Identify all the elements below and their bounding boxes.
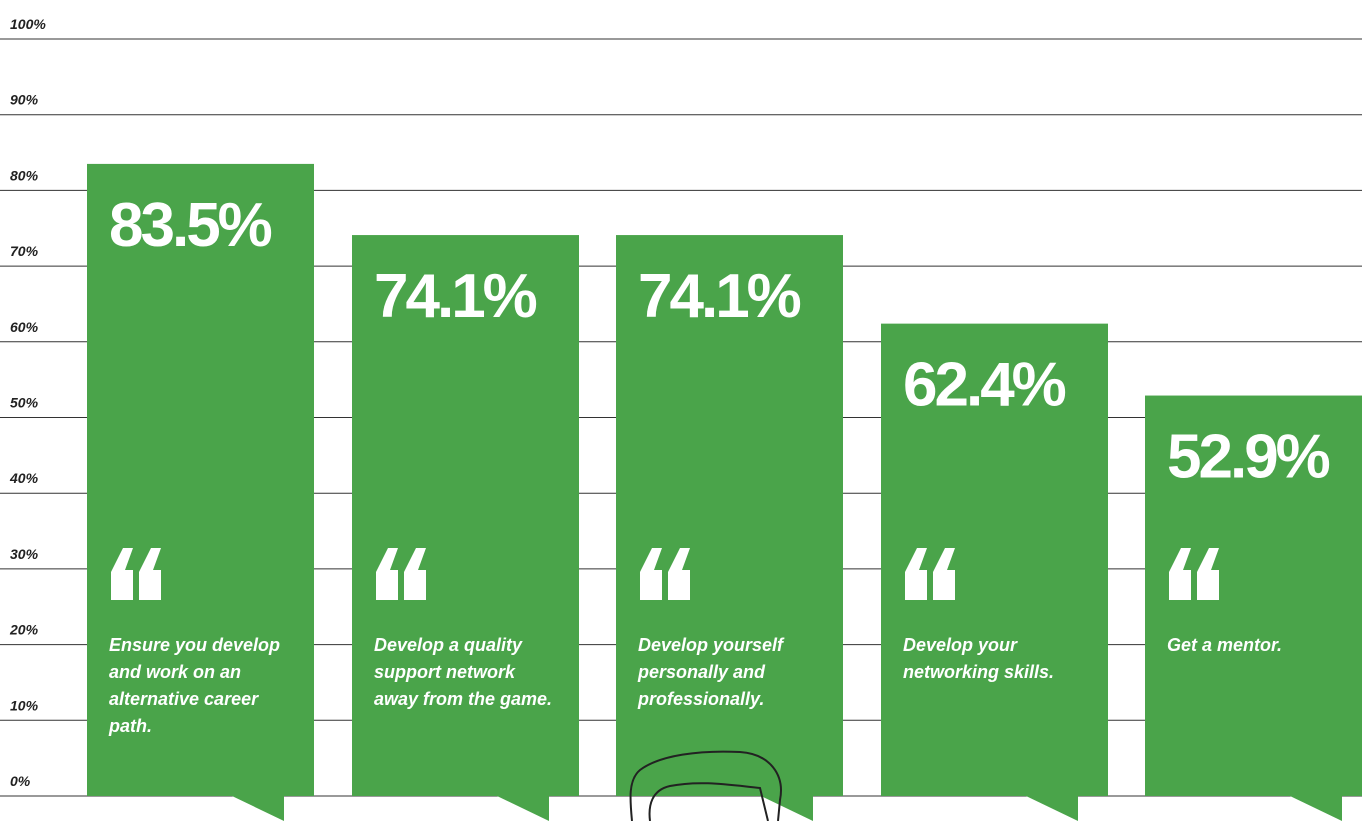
- value-label: 52.9%: [1167, 423, 1330, 492]
- quote-icon: [640, 548, 690, 600]
- y-tick-label: 10%: [10, 697, 39, 713]
- quote-text: Get a mentor.: [1167, 635, 1283, 655]
- y-tick-label: 30%: [10, 546, 39, 562]
- value-label: 83.5%: [109, 191, 272, 260]
- quote-icon: [376, 548, 426, 600]
- y-tick-label: 80%: [10, 167, 39, 183]
- bubble-tail: [232, 796, 284, 821]
- illustration: [648, 782, 769, 821]
- bar: [616, 235, 843, 797]
- bar: [87, 163, 314, 796]
- y-tick-label: 20%: [9, 622, 39, 638]
- y-tick-label: 0%: [10, 773, 31, 789]
- quote-text: Develop yourself personally and professi…: [638, 635, 784, 709]
- y-tick-label: 60%: [10, 319, 39, 335]
- illustration: [629, 750, 782, 821]
- quote-text: Develop a quality support network away f…: [374, 635, 553, 709]
- quote-text: Develop your networking skills.: [903, 635, 1055, 682]
- y-tick-label: 90%: [10, 92, 39, 108]
- value-label: 74.1%: [374, 262, 537, 331]
- bar: [352, 235, 579, 797]
- y-tick-label: 100%: [10, 16, 46, 32]
- y-tick-label: 40%: [9, 470, 39, 486]
- bubble-tail: [761, 796, 813, 821]
- bubble-tail: [1026, 796, 1078, 821]
- value-label: 74.1%: [638, 262, 801, 331]
- quote-icon: [111, 548, 161, 600]
- bubble-tail: [497, 796, 549, 821]
- quote-icon: [1169, 548, 1219, 600]
- quote-text: Ensure you develop and work on an altern…: [109, 635, 281, 736]
- y-tick-label: 70%: [10, 243, 39, 259]
- quote-icon: [905, 548, 955, 600]
- value-label: 62.4%: [903, 351, 1066, 420]
- bubble-tail: [1290, 796, 1342, 821]
- y-tick-label: 50%: [10, 395, 39, 411]
